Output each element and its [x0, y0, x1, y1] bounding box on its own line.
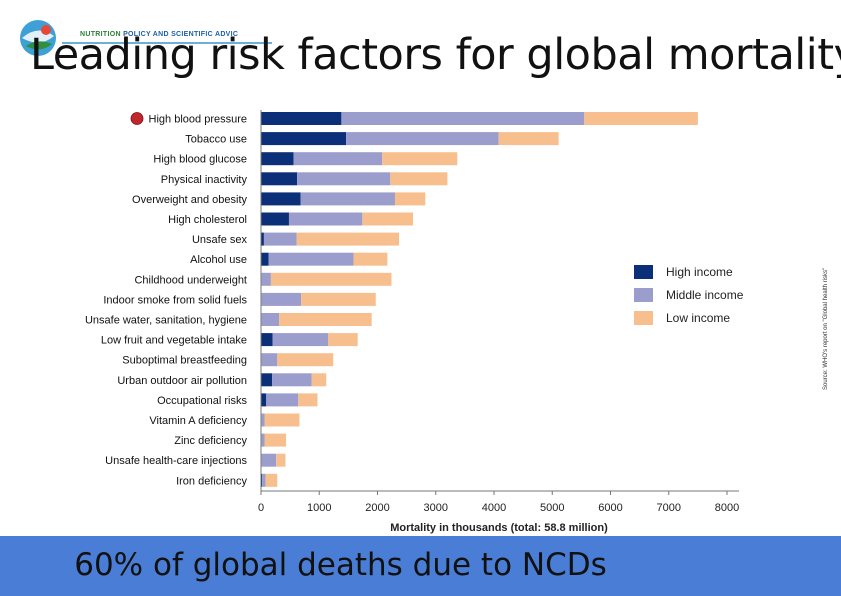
- logo-text: NUTRITION POLICY AND SCIENTIFIC ADVIC: [80, 31, 239, 38]
- category-label: Physical inactivity: [161, 174, 248, 186]
- bar-middle-income: [261, 453, 277, 467]
- bar-middle-income: [272, 333, 328, 347]
- x-axis-label: Mortality in thousands (total: 58.8 mill…: [390, 522, 608, 534]
- bar-middle-income: [263, 232, 297, 246]
- category-label: Low fruit and vegetable intake: [101, 335, 247, 347]
- bar-middle-income: [288, 212, 363, 226]
- category-label: Urban outdoor air pollution: [117, 375, 247, 387]
- x-tick-label: 4000: [482, 502, 506, 514]
- bar-low-income: [498, 132, 559, 146]
- x-tick-label: 0: [258, 502, 264, 514]
- bar-middle-income: [300, 192, 395, 206]
- legend-swatch: [634, 288, 653, 302]
- logo-underline: [62, 42, 272, 44]
- logo: [18, 18, 58, 58]
- bar-high-income: [261, 473, 263, 487]
- bar-middle-income: [261, 433, 265, 447]
- x-tick-label: 7000: [657, 502, 681, 514]
- category-label: Unsafe sex: [192, 234, 248, 246]
- bar-high-income: [261, 373, 273, 387]
- bar-middle-income: [261, 353, 278, 367]
- category-label: Childhood underweight: [134, 274, 247, 286]
- bar-high-income: [261, 212, 289, 226]
- category-label: Tobacco use: [185, 134, 247, 146]
- bar-low-income: [277, 353, 334, 367]
- bar-low-income: [394, 192, 426, 206]
- bar-low-income: [584, 112, 698, 125]
- x-axis: 0 1000 2000 3000 4000 5000 6000 7000 8000: [258, 110, 739, 514]
- footer-banner: 60% of global deaths due to NCDs: [0, 536, 841, 596]
- legend-swatch: [634, 265, 653, 279]
- bar-high-income: [261, 172, 298, 186]
- bar-high-income: [261, 232, 264, 246]
- bar-high-income: [261, 152, 294, 166]
- category-label: High blood pressure: [149, 114, 247, 126]
- bar-low-income: [264, 413, 300, 427]
- category-label: High blood glucose: [153, 154, 247, 166]
- bar-low-income: [270, 272, 392, 286]
- category-label: Iron deficiency: [176, 475, 247, 487]
- bar-low-income: [353, 252, 388, 266]
- bar-low-income: [279, 313, 372, 326]
- category-label: Unsafe health-care injections: [105, 455, 247, 467]
- bar-high-income: [261, 112, 342, 125]
- bar-low-income: [298, 393, 318, 407]
- bar-low-income: [390, 172, 448, 186]
- highlight-marker: [130, 112, 144, 125]
- category-labels: High blood pressure Tobacco use High blood…: [85, 112, 248, 487]
- bars: [261, 112, 698, 487]
- bar-low-income: [327, 333, 358, 347]
- category-label: Occupational risks: [157, 395, 247, 407]
- bar-high-income: [261, 252, 269, 266]
- source-note: Source: WHO's report on "Global health r…: [823, 267, 829, 390]
- footer-banner-text: 60% of global deaths due to NCDs: [74, 547, 607, 583]
- bar-middle-income: [261, 313, 280, 326]
- bar-middle-income: [261, 413, 265, 427]
- category-label: Suboptimal breastfeeding: [122, 355, 247, 367]
- bar-middle-income: [297, 172, 391, 186]
- legend-label: Low income: [666, 311, 730, 325]
- bar-low-income: [264, 433, 287, 447]
- slide-title: Leading risk factors for global mortalit…: [30, 30, 841, 80]
- bar-middle-income: [346, 132, 499, 146]
- bar-middle-income: [341, 112, 585, 125]
- x-tick-label: 3000: [424, 502, 448, 514]
- bar-low-income: [276, 453, 286, 467]
- bar-low-income: [265, 473, 278, 487]
- bar-middle-income: [261, 292, 302, 306]
- bar-middle-income: [266, 393, 299, 407]
- legend-swatch: [634, 311, 653, 325]
- bar-middle-income: [262, 473, 266, 487]
- x-tick-label: 8000: [715, 502, 739, 514]
- x-tick-label: 2000: [365, 502, 389, 514]
- category-label: Vitamin A deficiency: [149, 415, 247, 427]
- category-label: Zinc deficiency: [174, 435, 247, 447]
- x-tick-label: 5000: [540, 502, 564, 514]
- x-tick-label: 1000: [307, 502, 331, 514]
- legend: High income Middle income Low income: [634, 265, 744, 325]
- bar-low-income: [362, 212, 414, 226]
- bar-low-income: [311, 373, 327, 387]
- category-label: Alcohol use: [190, 254, 247, 266]
- category-label: Unsafe water, sanitation, hygiene: [85, 315, 247, 327]
- bar-middle-income: [261, 272, 271, 286]
- bar-high-income: [261, 192, 301, 206]
- bar-high-income: [261, 132, 347, 146]
- category-label: Indoor smoke from solid fuels: [103, 294, 247, 306]
- category-label: High cholesterol: [168, 214, 247, 226]
- bar-middle-income: [293, 152, 383, 166]
- bar-middle-income: [268, 252, 354, 266]
- bar-low-income: [382, 152, 458, 166]
- bar-high-income: [261, 393, 267, 407]
- legend-label: High income: [666, 265, 733, 279]
- chart: High blood pressure Tobacco use High blood…: [85, 110, 744, 534]
- bar-high-income: [261, 333, 273, 347]
- bar-low-income: [296, 232, 400, 246]
- bar-low-income: [301, 292, 376, 306]
- bar-middle-income: [272, 373, 312, 387]
- x-tick-label: 6000: [598, 502, 622, 514]
- legend-label: Middle income: [666, 288, 744, 302]
- category-label: Overweight and obesity: [132, 194, 247, 206]
